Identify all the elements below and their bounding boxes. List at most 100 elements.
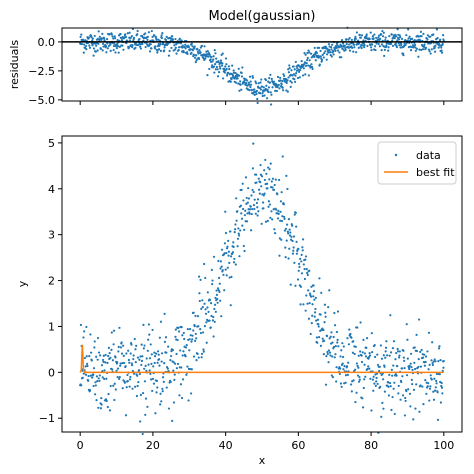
data-point [210,268,213,271]
residual-point [253,93,256,96]
data-point [280,219,284,223]
data-point [402,349,405,352]
residual-point [302,67,305,70]
data-point [216,301,219,304]
residual-point [347,38,350,41]
residual-point [213,49,216,52]
residual-point [427,48,431,51]
data-point [195,337,198,340]
residual-point [127,46,131,49]
residuals-ytick-label: 0.0 [38,36,56,49]
data-point [252,203,256,207]
data-point [323,303,327,306]
data-point [408,367,411,371]
residual-point [387,46,390,49]
data-point [241,224,244,227]
residual-point [250,89,253,92]
data-point [363,378,366,381]
data-point [251,167,255,170]
data-point [209,326,212,329]
data-point [201,331,205,334]
data-point [325,355,328,358]
data-point [273,232,277,235]
residual-point [355,51,358,54]
data-point [234,263,237,266]
residual-point [267,86,271,89]
data-point [437,360,440,363]
data-point [311,303,314,306]
residual-point [171,35,174,38]
residual-point [255,82,258,85]
data-point [233,257,236,261]
data-point [368,352,371,355]
residual-point [307,49,310,52]
data-point [97,351,101,354]
data-point [261,201,265,204]
residual-point [320,58,324,62]
residual-point [359,36,363,39]
data-point [274,178,277,181]
data-point [237,227,240,230]
data-point [136,384,139,388]
data-point [249,205,252,208]
residual-point [144,45,147,49]
data-point [433,358,436,361]
data-point [96,380,99,383]
data-point [362,386,365,390]
residual-point [265,97,269,100]
data-point [392,387,395,390]
data-point [161,390,164,393]
data-point [336,341,339,344]
residual-point [126,32,129,35]
data-point [434,386,437,389]
residual-point [326,47,329,50]
data-point [112,343,115,346]
residual-point [286,90,289,93]
residual-point [90,36,93,39]
data-point [82,336,85,339]
residual-point [318,63,321,66]
data-point [126,373,129,377]
data-point [244,176,248,179]
data-point [405,389,408,393]
residual-point [116,42,119,46]
data-point [341,355,345,359]
data-point [107,393,110,396]
data-point [97,377,100,380]
residual-point [184,47,187,50]
residual-point [189,48,192,51]
data-point [397,392,400,395]
data-point [306,302,309,305]
residual-point [248,75,252,78]
data-point [252,190,255,194]
residual-point [420,48,423,51]
data-point [266,187,269,190]
data-point [240,188,243,191]
residual-point [214,52,217,55]
data-point [234,223,237,226]
residual-point [118,45,121,49]
residual-point [245,81,248,85]
data-point [334,345,337,348]
residual-point [155,38,158,42]
data-point [80,384,83,387]
data-point [312,284,315,287]
residuals-xticks [79,101,445,105]
data-point [395,374,398,377]
data-point [440,384,443,388]
residual-point [352,43,356,46]
residual-point [114,51,117,54]
residual-point [409,49,413,52]
residual-point [283,74,286,78]
residual-point [99,47,103,51]
data-point [136,356,140,359]
data-point [384,350,387,353]
data-point [118,326,121,329]
data-point [204,308,207,311]
data-point [400,380,403,384]
data-point [136,374,139,377]
residual-point [426,34,429,37]
residual-point [157,43,160,46]
data-point [242,199,245,202]
data-point [382,407,385,410]
